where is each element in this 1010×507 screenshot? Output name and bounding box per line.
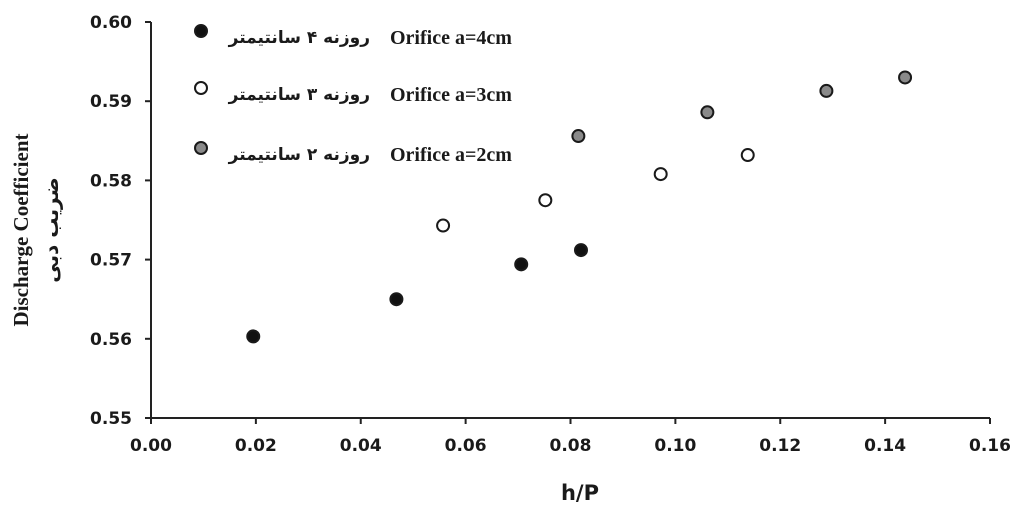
data-point-series-2 — [436, 218, 451, 233]
data-point-series-2 — [740, 148, 755, 163]
x-tick-label: 0.06 — [445, 436, 487, 456]
data-point-series-3 — [571, 129, 586, 144]
x-axis-label: h/P — [561, 481, 599, 505]
y-tick-label: 0.55 — [90, 409, 132, 429]
y-axis-label-persian: ضریب دبی — [39, 177, 63, 282]
data-point-series-1 — [246, 329, 261, 344]
y-tick-label: 0.59 — [90, 92, 132, 112]
x-tick-label: 0.14 — [864, 436, 906, 456]
x-axis — [150, 417, 991, 424]
legend-label-persian: روزنه ۲ سانتیمتر — [228, 145, 370, 165]
data-point-series-1 — [514, 257, 529, 272]
y-tick-label: 0.60 — [90, 13, 132, 33]
y-tick-labels: 0.55 0.56 0.57 0.58 0.59 0.60 — [90, 13, 132, 429]
legend-label: Orifice a=3cm — [390, 84, 512, 106]
legend-marker — [194, 141, 208, 155]
x-tick-labels: 0.00 0.02 0.04 0.06 0.08 0.10 0.12 0.14 0.16 — [130, 436, 1010, 456]
legend-marker — [194, 81, 208, 95]
data-point-series-3 — [898, 70, 913, 85]
data-point-series-2 — [538, 193, 553, 208]
legend-marker — [194, 24, 208, 38]
data-points — [246, 70, 913, 344]
data-point-series-1 — [573, 243, 588, 258]
data-point-series-3 — [819, 83, 834, 98]
x-tick-label: 0.00 — [130, 436, 172, 456]
legend-label: Orifice a=4cm — [390, 27, 512, 49]
data-point-series-3 — [700, 105, 715, 120]
x-tick-label: 0.02 — [235, 436, 277, 456]
x-tick-label: 0.04 — [340, 436, 382, 456]
legend-label: Orifice a=2cm — [390, 144, 512, 166]
data-point-series-2 — [653, 167, 668, 182]
y-axis-label: Discharge Coefficient — [9, 133, 33, 326]
data-point-series-1 — [389, 292, 404, 307]
x-tick-label: 0.12 — [759, 436, 801, 456]
legend-label-persian: روزنه ۴ سانتیمتر — [228, 28, 370, 48]
y-tick-label: 0.58 — [90, 171, 132, 191]
x-tick-label: 0.10 — [654, 436, 696, 456]
x-tick-label: 0.08 — [550, 436, 592, 456]
legend: روزنه ۴ سانتیمتر Orifice a=4cm روزنه ۳ سان… — [194, 24, 512, 166]
x-tick-label: 0.16 — [969, 436, 1010, 456]
y-tick-label: 0.56 — [90, 330, 132, 350]
legend-label-persian: روزنه ۳ سانتیمتر — [228, 85, 370, 105]
y-axis — [145, 21, 152, 419]
y-tick-label: 0.57 — [90, 251, 132, 271]
